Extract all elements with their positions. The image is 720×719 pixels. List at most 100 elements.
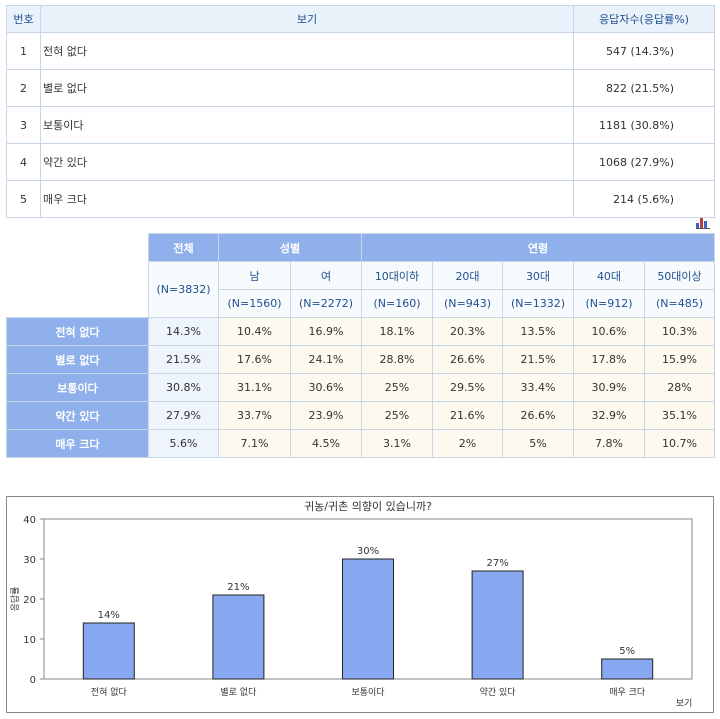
bar	[82, 622, 135, 680]
answer-option: 전혀 없다	[40, 32, 574, 70]
answer-row: 4 약간 있다 1068 (27.9%)	[6, 143, 715, 181]
bar-chart-panel: 귀농/귀촌 의향이 있습니까? 0 10 20 30 40 응답률 14% 전혀 없다 21% 별로…	[6, 496, 714, 713]
cross-header-age: 연령	[361, 233, 715, 262]
cross-cell-value: 15.9%	[644, 345, 715, 374]
cross-cell-value: 3.1%	[361, 429, 433, 458]
cross-cell-value: 24.1%	[290, 345, 362, 374]
answer-row: 2 별로 없다 822 (21.5%)	[6, 69, 715, 107]
header-num: 번호	[6, 5, 41, 33]
cross-col-label: 50대이상	[644, 261, 715, 290]
answer-option: 보통이다	[40, 106, 574, 144]
cross-cell-value: 4.5%	[290, 429, 362, 458]
cross-cell-value: 13.5%	[502, 317, 574, 346]
answer-num: 5	[6, 180, 41, 218]
bar-chart: 귀농/귀촌 의향이 있습니까? 0 10 20 30 40 응답률 14% 전혀 없다 21% 별로…	[9, 500, 693, 709]
cross-cell-value: 16.9%	[290, 317, 362, 346]
bar-data-label: 5%	[619, 646, 635, 657]
cross-corner	[6, 233, 149, 318]
x-tick-label: 약간 있다	[480, 686, 517, 698]
bar-data-label: 21%	[227, 582, 249, 593]
bar-data-label: 27%	[486, 558, 508, 569]
cross-col-n: (N=1560)	[218, 289, 291, 318]
cross-cell-value: 10.4%	[218, 317, 291, 346]
cross-col-n: (N=485)	[644, 289, 715, 318]
y-tick-label: 0	[30, 675, 36, 686]
cross-total-value: 5.6%	[148, 429, 219, 458]
cross-total-value: 30.8%	[148, 373, 219, 402]
cross-row: 약간 있다 27.9% 33.7% 23.9% 25% 21.6% 26.6% 32.9% 35…	[6, 401, 715, 430]
cross-cell-value: 30.6%	[290, 373, 362, 402]
answer-count: 547 (14.3%)	[573, 32, 715, 70]
cross-cell-value: 26.6%	[432, 345, 503, 374]
answer-num: 4	[6, 143, 41, 181]
bar	[471, 570, 524, 680]
cross-cell-value: 23.9%	[290, 401, 362, 430]
answer-table-header: 번호 보기 응답자수(응답률%)	[6, 5, 715, 33]
cross-cell-value: 33.4%	[502, 373, 574, 402]
cross-col-n: (N=160)	[361, 289, 433, 318]
cross-row: 별로 없다 21.5% 17.6% 24.1% 28.8% 26.6% 21.5% 17.8%…	[6, 345, 715, 374]
cross-cell-value: 35.1%	[644, 401, 715, 430]
answer-row: 3 보통이다 1181 (30.8%)	[6, 106, 715, 144]
cross-cell-value: 10.3%	[644, 317, 715, 346]
cross-cell-value: 28.8%	[361, 345, 433, 374]
y-tick-label: 30	[23, 555, 36, 566]
cross-cell-value: 10.7%	[644, 429, 715, 458]
cross-cell-value: 30.9%	[573, 373, 645, 402]
cross-total-value: 21.5%	[148, 345, 219, 374]
cross-row: 보통이다 30.8% 31.1% 30.6% 25% 29.5% 33.4% 30.9% 28%	[6, 373, 715, 402]
cross-cell-value: 10.6%	[573, 317, 645, 346]
cross-col-n: (N=912)	[573, 289, 645, 318]
cross-cell-value: 29.5%	[432, 373, 503, 402]
cross-col-label: 10대이하	[361, 261, 433, 290]
answer-row: 5 매우 크다 214 (5.6%)	[6, 180, 715, 218]
bar-data-label: 14%	[98, 610, 120, 621]
cross-row-label: 전혀 없다	[6, 317, 149, 346]
answer-option: 매우 크다	[40, 180, 574, 218]
x-axis-label: 보기	[676, 698, 693, 709]
cross-row: 매우 크다 5.6% 7.1% 4.5% 3.1% 2% 5% 7.8% 10.7%	[6, 429, 715, 458]
x-tick-label: 보통이다	[351, 687, 385, 698]
cross-row-label: 별로 없다	[6, 345, 149, 374]
answer-num: 1	[6, 32, 41, 70]
bar-data-label: 30%	[357, 546, 379, 557]
cross-col-label: 40대	[573, 261, 645, 290]
cross-col-label: 남	[218, 261, 291, 290]
bar	[342, 558, 394, 680]
cross-row: 전혀 없다 14.3% 10.4% 16.9% 18.1% 20.3% 13.5% 10.6%…	[6, 317, 715, 346]
cross-total-n: (N=3832)	[148, 261, 219, 318]
cross-total-value: 14.3%	[148, 317, 219, 346]
cross-table: 전체 성별 연령 (N=3832) 남 여 10대이하 20대 30대 40대 50대이상 …	[6, 233, 715, 458]
answer-count: 214 (5.6%)	[573, 180, 715, 218]
cross-cell-value: 18.1%	[361, 317, 433, 346]
cross-cell-value: 17.6%	[218, 345, 291, 374]
cross-cell-value: 7.8%	[573, 429, 645, 458]
cross-cell-value: 7.1%	[218, 429, 291, 458]
x-tick-label: 매우 크다	[609, 687, 646, 698]
answer-count: 1068 (27.9%)	[573, 143, 715, 181]
header-count: 응답자수(응답률%)	[573, 5, 715, 33]
cross-cell-value: 25%	[361, 373, 433, 402]
cross-cell-value: 32.9%	[573, 401, 645, 430]
header-option: 보기	[40, 5, 574, 33]
cross-col-n: (N=943)	[432, 289, 503, 318]
cross-cell-value: 26.6%	[502, 401, 574, 430]
cross-cell-value: 5%	[502, 429, 574, 458]
cross-cell-value: 25%	[361, 401, 433, 430]
cross-cell-value: 33.7%	[218, 401, 291, 430]
y-tick-label: 40	[23, 515, 36, 526]
cross-col-label: 여	[290, 261, 362, 290]
answer-count: 1181 (30.8%)	[573, 106, 715, 144]
bar-chart-icon[interactable]	[696, 218, 710, 229]
cross-cell-value: 21.6%	[432, 401, 503, 430]
cross-cell-value: 2%	[432, 429, 503, 458]
cross-cell-value: 20.3%	[432, 317, 503, 346]
answer-table: 번호 보기 응답자수(응답률%) 1 전혀 없다 547 (14.3%) 2 별로 없다…	[6, 5, 715, 218]
cross-row-label: 보통이다	[6, 373, 149, 402]
cross-header-total: 전체	[148, 233, 219, 262]
cross-total-value: 27.9%	[148, 401, 219, 430]
answer-option: 약간 있다	[40, 143, 574, 181]
x-tick-label: 별로 없다	[220, 687, 257, 698]
y-tick-label: 20	[23, 595, 36, 606]
cross-header-gender: 성별	[218, 233, 362, 262]
